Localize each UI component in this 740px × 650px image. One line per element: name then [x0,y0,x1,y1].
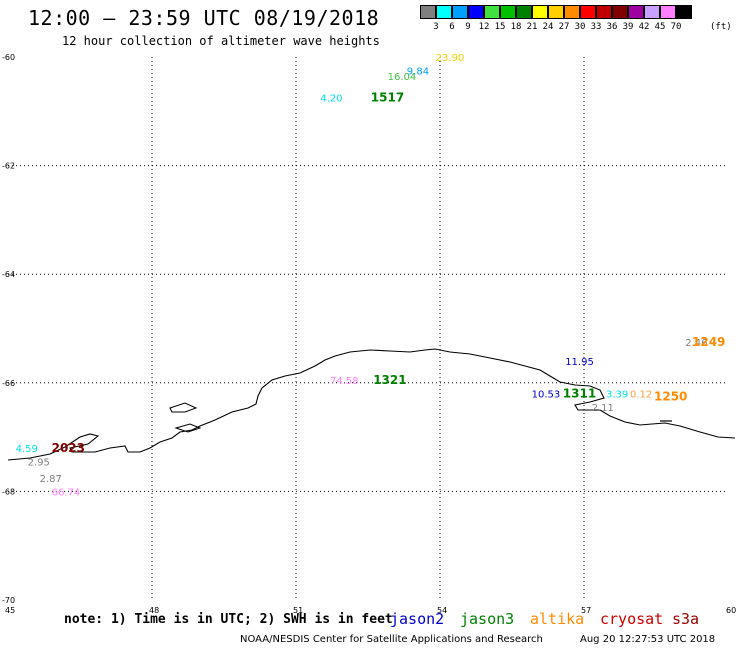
legend-label: 33 [590,22,602,32]
wave-height-value: 66.74 [52,487,81,498]
latitude-tick-label: -64 [2,270,15,279]
legend-label: 45 [654,22,666,32]
legend-label: 3 [433,22,439,32]
legend-label: 39 [622,22,634,32]
legend-label: 15 [494,22,506,32]
legend-unit: (ft) [710,22,732,32]
legend-swatch [580,5,596,19]
satellite-label: s3a [672,610,700,628]
legend-swatch [532,5,548,19]
legend-swatch [660,5,676,19]
legend-label: 12 [478,22,490,32]
wave-height-value: 16.04 [388,72,417,83]
pass-time-label: 1321 [373,373,406,387]
legend-label: 9 [465,22,471,32]
longitude-tick-label: 51 [293,606,303,615]
legend-swatch [420,5,436,19]
wave-height-value: 10.53 [532,390,561,401]
wave-height-value: 4.59 [16,444,38,455]
wave-height-value: 2.95 [28,458,50,469]
legend-label: 18 [510,22,522,32]
legend-label: 24 [542,22,554,32]
wave-height-value: 23.90 [436,53,465,64]
map-frame [7,56,729,601]
wave-height-value: 3.39 [606,390,628,401]
legend-label: 6 [449,22,455,32]
footer-note: note: 1) Time is in UTC; 2) SWH is in fe… [64,612,393,627]
legend-swatch [500,5,516,19]
wave-height-value: 11.95 [565,357,594,368]
satellite-label: jason3 [460,610,515,628]
latitude-tick-label: -68 [2,487,15,496]
longitude-tick-label: 60 [726,606,736,615]
legend-swatch [548,5,564,19]
legend-swatch [564,5,580,19]
wave-height-value: 9.84 [407,67,429,78]
longitude-tick-label: 48 [149,606,159,615]
color-scale-legend: 3 6 9 12 15 18 21 24 27 30 33 36 39 42 45 70 (ft) [420,5,732,37]
longitude-tick-label: 45 [5,606,15,615]
latitude-tick-label: -70 [2,596,15,605]
latitude-tick-label: -62 [2,162,15,171]
wave-height-value: 74.58 [330,376,359,387]
pass-time-label: 1250 [654,389,687,403]
map-subtitle: 12 hour collection of altimeter wave hei… [62,34,380,48]
generated-timestamp: Aug 20 12:27:53 UTC 2018 [580,634,716,645]
map-title: 12:00 – 23:59 UTC 08/19/2018 [28,6,380,30]
pass-time-label: 1249 [692,335,725,349]
legend-swatch [516,5,532,19]
wave-height-value: 2.11 [592,403,614,414]
credit-text: NOAA/NESDIS Center for Satellite Applica… [240,634,543,645]
legend-swatch [644,5,660,19]
legend-label: 70 [670,22,682,32]
coastline-fragment [169,402,198,413]
wave-height-value: 4.20 [320,94,342,105]
wave-height-value: 2.87 [40,474,62,485]
legend-label: 36 [606,22,618,32]
longitude-tick-label: 54 [437,606,447,615]
wave-height-value: 0.12 [630,390,652,401]
legend-label: 42 [638,22,650,32]
legend-label: 27 [558,22,570,32]
legend-swatch [468,5,484,19]
wave-height-value: 2.46 [685,338,707,349]
legend-swatch [612,5,628,19]
latitude-tick-label: -66 [2,379,15,388]
legend-label: 21 [526,22,538,32]
pass-time-label: 1311 [563,387,596,401]
legend-swatch [484,5,500,19]
legend-label: 30 [574,22,586,32]
satellite-label: cryosat [600,610,664,628]
coastline-fragment [174,423,202,433]
pass-time-label: 1517 [371,91,404,105]
legend-swatch [452,5,468,19]
legend-swatch [596,5,612,19]
satellite-label: altika [530,610,585,628]
satellite-label: jason2 [390,610,445,628]
legend-swatch [628,5,644,19]
legend-swatch [436,5,452,19]
longitude-tick-label: 57 [581,606,591,615]
legend-swatch [676,5,692,19]
pass-time-label: 2023 [52,441,85,455]
latitude-tick-label: -60 [2,53,15,62]
antarctic-coastline [7,348,736,461]
